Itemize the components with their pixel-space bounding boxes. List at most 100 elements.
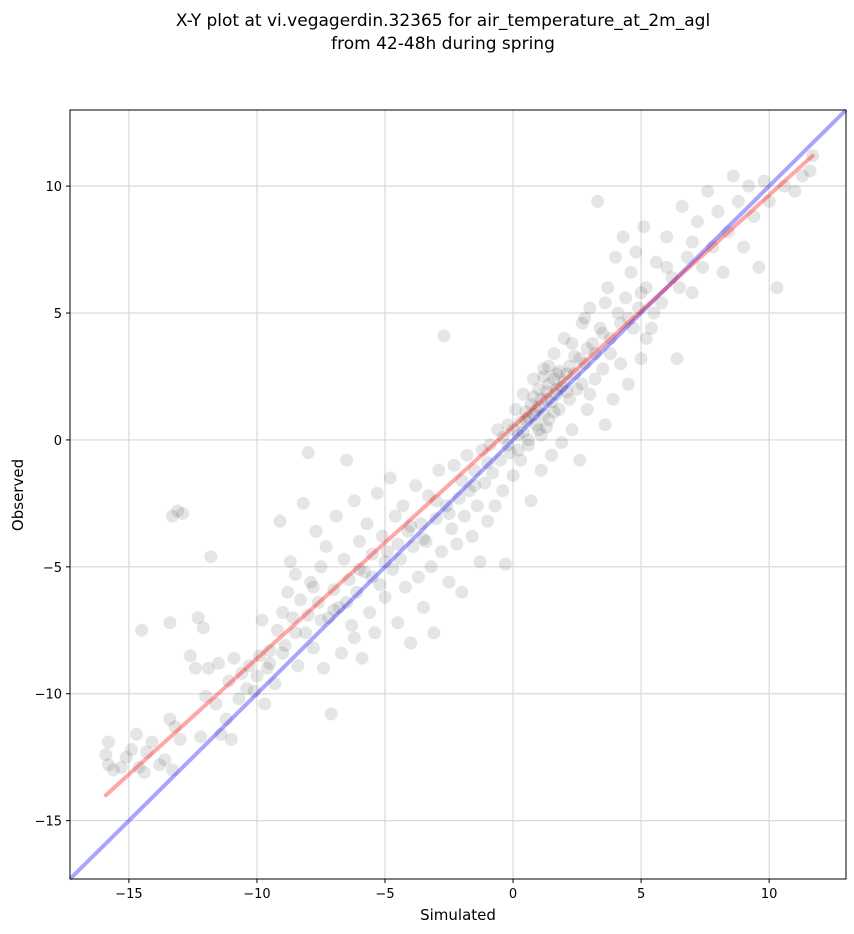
data-point xyxy=(173,732,187,746)
data-point xyxy=(481,456,494,470)
data-point xyxy=(675,199,689,213)
data-point xyxy=(455,474,469,487)
data-point xyxy=(580,403,594,416)
data-point xyxy=(429,494,443,508)
data-point xyxy=(335,646,348,660)
data-point xyxy=(537,370,551,383)
data-point xyxy=(258,697,272,711)
data-point xyxy=(411,570,425,584)
data-point xyxy=(527,372,541,386)
data-point xyxy=(350,585,364,599)
data-point xyxy=(519,405,533,419)
data-point xyxy=(545,395,558,409)
data-point xyxy=(762,194,776,208)
data-point xyxy=(337,552,351,566)
data-point xyxy=(580,342,594,356)
data-point xyxy=(304,575,318,589)
data-point xyxy=(603,347,617,361)
data-point xyxy=(673,281,686,295)
data-point xyxy=(232,692,246,706)
data-point xyxy=(542,377,556,391)
data-point xyxy=(570,382,584,396)
data-point xyxy=(322,611,336,625)
data-point xyxy=(183,649,197,663)
data-point xyxy=(624,265,638,279)
data-point xyxy=(468,463,482,477)
data-point xyxy=(447,458,461,472)
data-point xyxy=(212,656,225,670)
data-point xyxy=(621,311,635,325)
data-point xyxy=(788,184,802,198)
data-point xyxy=(452,491,466,505)
data-point xyxy=(660,230,674,244)
data-point xyxy=(401,524,415,538)
data-point xyxy=(253,649,266,663)
data-point xyxy=(534,428,548,442)
data-point xyxy=(299,626,313,640)
data-point xyxy=(345,618,359,632)
data-point xyxy=(383,471,397,485)
data-point xyxy=(222,674,236,688)
data-point xyxy=(539,385,553,399)
data-point xyxy=(191,611,205,625)
data-point xyxy=(286,611,300,625)
data-point xyxy=(778,179,791,193)
data-point xyxy=(329,509,343,523)
data-point xyxy=(501,418,515,432)
data-point xyxy=(586,337,599,350)
data-point xyxy=(199,689,213,703)
data-point xyxy=(752,260,766,274)
data-point xyxy=(509,403,523,416)
data-point xyxy=(583,301,597,315)
data-point xyxy=(555,380,569,394)
data-point xyxy=(317,661,330,675)
data-point xyxy=(647,306,661,320)
data-point xyxy=(542,413,556,427)
data-point xyxy=(524,397,538,411)
data-point xyxy=(137,765,151,779)
data-point xyxy=(406,540,420,553)
data-point xyxy=(560,385,574,399)
data-point xyxy=(332,600,346,614)
data-point xyxy=(598,296,612,310)
data-point xyxy=(422,489,435,503)
data-point xyxy=(119,750,133,764)
data-point xyxy=(493,453,507,467)
data-point xyxy=(365,547,379,561)
data-point xyxy=(578,357,592,371)
data-point xyxy=(606,392,620,406)
data-point xyxy=(165,763,179,777)
data-point xyxy=(506,469,520,482)
data-point xyxy=(396,499,410,513)
data-point xyxy=(506,423,520,437)
y-axis-ticks: −15 −10 −5 0 5 10 xyxy=(35,180,70,830)
data-point xyxy=(539,392,553,406)
data-point xyxy=(235,666,249,680)
data-point xyxy=(603,331,617,345)
data-point xyxy=(424,560,438,574)
data-point xyxy=(227,651,241,665)
data-point xyxy=(637,220,651,234)
data-point xyxy=(240,682,254,696)
data-point xyxy=(301,608,315,622)
data-point xyxy=(573,453,587,467)
data-point xyxy=(598,418,612,432)
data-point xyxy=(593,321,607,335)
data-point xyxy=(537,362,551,376)
fit-lines xyxy=(68,108,848,881)
data-point xyxy=(542,359,556,373)
data-point xyxy=(639,281,653,295)
data-point xyxy=(547,405,561,419)
data-point xyxy=(716,265,730,279)
data-point xyxy=(314,560,328,574)
data-point xyxy=(250,669,264,683)
data-point xyxy=(680,250,694,264)
data-point xyxy=(731,194,745,208)
data-point xyxy=(404,519,418,533)
data-point xyxy=(803,164,817,178)
y-axis-label: Observed xyxy=(9,459,27,531)
data-point xyxy=(770,281,784,295)
data-point xyxy=(463,484,476,498)
data-point xyxy=(468,479,482,493)
data-point xyxy=(260,661,274,675)
